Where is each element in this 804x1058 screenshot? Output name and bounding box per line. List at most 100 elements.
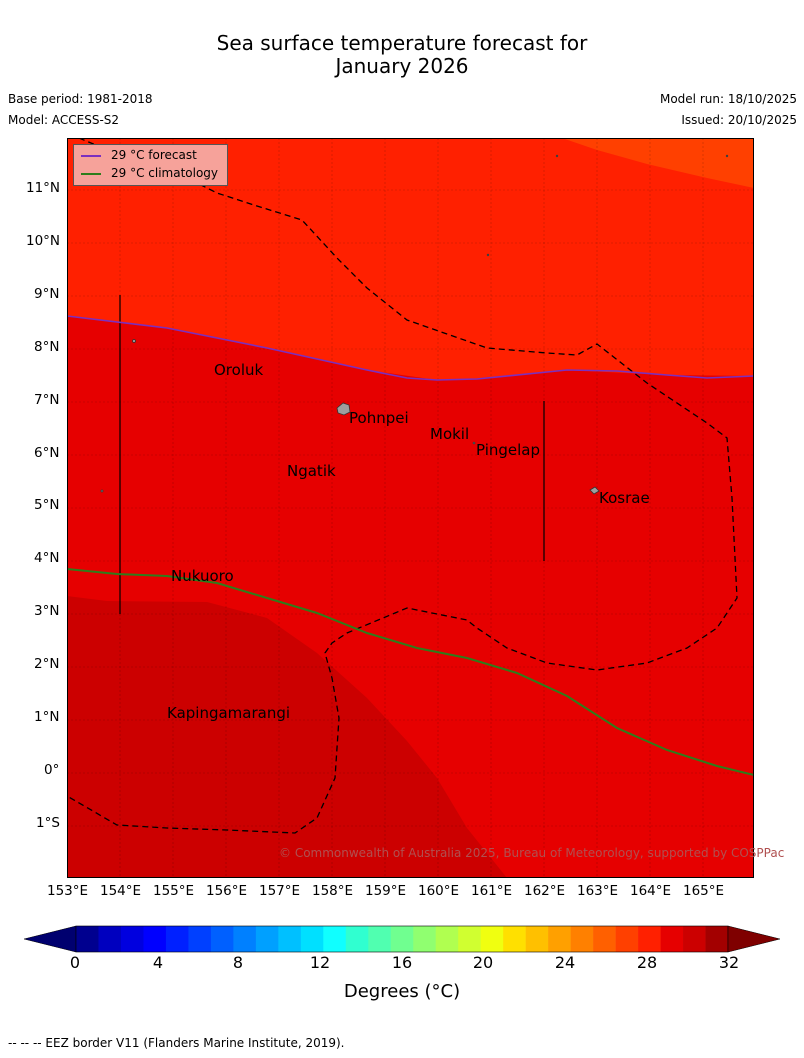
place-oroluk: Oroluk (214, 361, 264, 379)
lat-tick: 11°N (26, 180, 61, 196)
colorbar-cell (390, 926, 414, 952)
islet (472, 441, 476, 445)
place-kapingamarangi: Kapingamarangi (167, 704, 291, 722)
kosrae-island (589, 486, 600, 495)
colorbar-tick: 16 (391, 953, 413, 972)
colorbar-cell (210, 926, 234, 952)
colorbar-tick: 4 (152, 953, 164, 972)
colorbar-cell (345, 926, 369, 952)
lon-tick: 163°E (577, 883, 619, 899)
lon-tick: 154°E (100, 883, 142, 899)
map-title: Sea surface temperature forecast for Jan… (0, 32, 804, 78)
colorbar-cell (323, 926, 347, 952)
sst-band-29-30 (67, 138, 754, 380)
legend-climatology-swatch (81, 172, 101, 175)
lat-tick: 9°N (34, 286, 60, 302)
colorbar-cell (300, 926, 324, 952)
lat-tick: 0° (44, 762, 60, 778)
title-line-2: January 2026 (335, 54, 469, 78)
colorbar-tick: 32 (718, 953, 740, 972)
lon-tick: 162°E (524, 883, 566, 899)
issued-date: Issued: 20/10/2025 (681, 113, 797, 127)
eez-border (67, 138, 738, 834)
colorbar-label: Degrees (°C) (343, 981, 461, 1002)
climatology-29c-contour (67, 568, 754, 776)
lat-tick: 8°N (34, 339, 60, 355)
title-line-1: Sea surface temperature forecast for (216, 31, 588, 55)
sst-band-30-31 (562, 138, 754, 188)
lon-tick: 155°E (153, 883, 195, 899)
lat-tick: 3°N (34, 603, 60, 619)
colorbar-cell (278, 926, 302, 952)
place-mokil: Mokil (430, 425, 470, 443)
lon-tick: 156°E (206, 883, 248, 899)
legend-forecast-label: 29 °C forecast (111, 148, 197, 162)
colorbar (23, 925, 781, 953)
lon-tick: 161°E (471, 883, 513, 899)
colorbar-tick: 28 (636, 953, 658, 972)
lat-tick: 1°N (34, 709, 60, 725)
lat-tick: 5°N (34, 497, 60, 513)
colorbar-cell (683, 926, 706, 952)
islet (132, 339, 136, 343)
islet (725, 154, 729, 158)
colorbar-cell (188, 926, 212, 952)
colorbar-under-arrow (23, 925, 77, 953)
colorbar-tick: 8 (232, 953, 244, 972)
place-ngatik: Ngatik (287, 462, 336, 480)
colorbar-cell (165, 926, 189, 952)
colorbar-tick: 0 (69, 953, 81, 972)
colorbar-cell (255, 926, 279, 952)
legend-forecast-swatch (81, 154, 101, 157)
lon-tick: 164°E (630, 883, 672, 899)
islet (486, 253, 490, 257)
lat-tick: 4°N (34, 550, 60, 566)
place-pohnpei: Pohnpei (349, 409, 409, 427)
colorbar-cell (593, 926, 616, 952)
colorbar-cell (120, 926, 144, 952)
colorbar-cell (98, 926, 122, 952)
colorbar-cell (503, 926, 526, 952)
lon-tick: 159°E (365, 883, 407, 899)
legend-forecast: 29 °C forecast (81, 148, 197, 162)
copyright-notice: © Commonwealth of Australia 2025, Bureau… (279, 846, 785, 860)
contour-legend: 29 °C forecast 29 °C climatology (73, 144, 228, 186)
lat-tick: 7°N (34, 392, 60, 408)
legend-climatology-label: 29 °C climatology (111, 166, 219, 180)
lon-tick: 153°E (47, 883, 89, 899)
islet (555, 154, 559, 158)
map-frame (67, 138, 754, 878)
islet (100, 489, 104, 493)
colorbar-cell (233, 926, 257, 952)
islands (100, 154, 729, 495)
lat-tick: 10°N (26, 233, 61, 249)
lon-tick: 165°E (683, 883, 725, 899)
lat-tick: 1°S (36, 815, 60, 831)
colorbar-cell (435, 926, 459, 952)
colorbar-cell (143, 926, 167, 952)
colorbar-cell (570, 926, 594, 952)
colorbar-cell (525, 926, 549, 952)
colorbar-cell (458, 926, 481, 952)
colorbar-cell (638, 926, 661, 952)
place-pingelap: Pingelap (476, 441, 541, 459)
model-name: Model: ACCESS-S2 (8, 113, 120, 127)
colorbar-cell (705, 926, 729, 952)
lat-tick: 2°N (34, 656, 60, 672)
base-period: Base period: 1981-2018 (8, 92, 153, 106)
forecast-29c-contour (67, 315, 754, 381)
lon-tick: 157°E (259, 883, 301, 899)
sst-map (67, 138, 754, 878)
colorbar-tick: 12 (309, 953, 331, 972)
colorbar-cell (76, 926, 99, 952)
colorbar-cell (548, 926, 571, 952)
colorbar-cell (615, 926, 639, 952)
colorbar-tick: 20 (472, 953, 494, 972)
lon-tick: 160°E (418, 883, 460, 899)
lat-tick: 6°N (34, 445, 60, 461)
colorbar-cell (413, 926, 437, 952)
legend-climatology: 29 °C climatology (81, 166, 218, 180)
place-nukuoro: Nukuoro (171, 567, 234, 585)
colorbar-tick: 24 (554, 953, 576, 972)
pohnpei-island (336, 402, 351, 416)
